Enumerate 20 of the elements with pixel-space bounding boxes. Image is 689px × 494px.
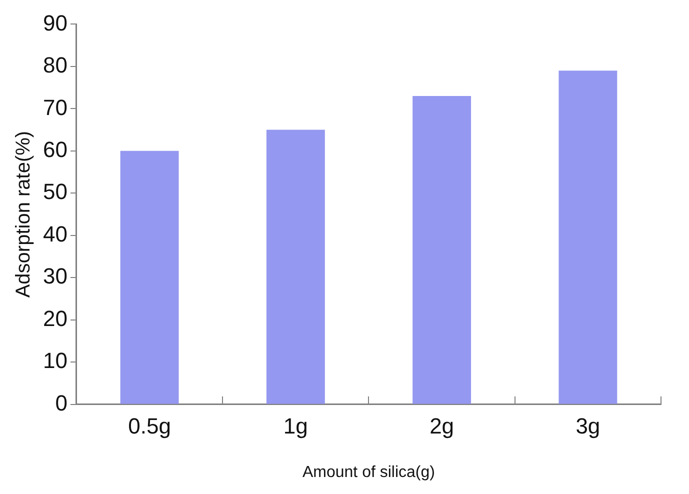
x-tick-label: 3g — [576, 414, 600, 439]
y-tick-label: 80 — [42, 52, 68, 78]
x-axis-title: Amount of silica(g) — [302, 464, 435, 481]
bar — [558, 70, 618, 404]
y-tick-label: 0 — [55, 390, 68, 416]
x-tick-label: 2g — [430, 414, 454, 439]
y-tick-label: 70 — [42, 94, 68, 120]
y-tick-label: 30 — [42, 264, 68, 289]
x-tick-label: 1g — [283, 414, 308, 439]
bar — [266, 130, 325, 404]
y-tick-label: 60 — [42, 136, 68, 162]
y-tick-label: 10 — [42, 348, 68, 374]
y-axis-title: Adsorption rate(%) — [12, 130, 35, 298]
bar — [120, 150, 179, 404]
bar — [412, 96, 472, 404]
y-tick-label: 40 — [42, 221, 68, 246]
y-tick-label: 20 — [42, 306, 68, 331]
x-tick-label: 0.5g — [128, 414, 171, 439]
y-tick-label: 50 — [42, 179, 68, 204]
y-tick-label: 90 — [42, 10, 68, 36]
